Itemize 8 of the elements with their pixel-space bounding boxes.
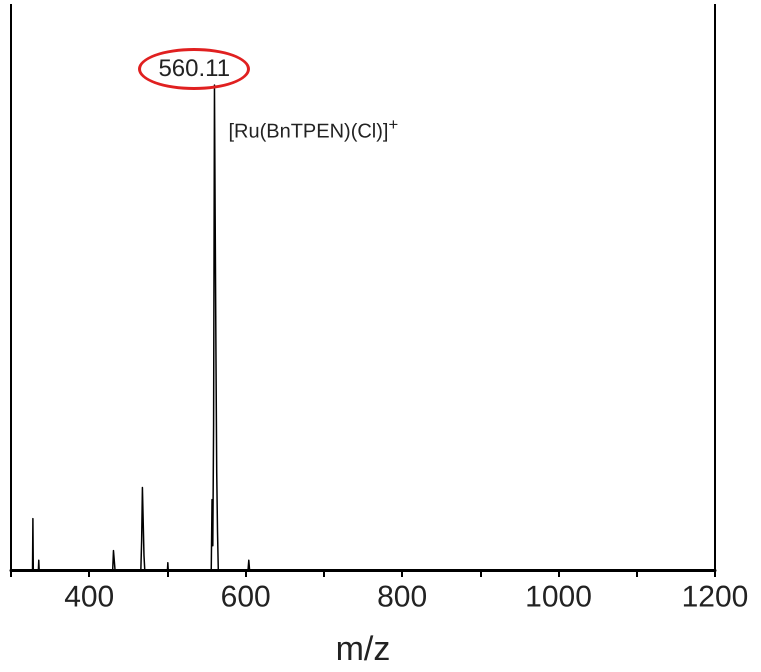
x-tick-label: 400 [64,580,114,614]
x-tick-label: 800 [377,580,428,614]
annotation: [Ru(BnTPEN)(Cl)]$^{+}$ [228,115,398,144]
annotation: 560.11 [158,55,230,83]
x-tick-label: 1000 [525,580,592,614]
x-tick-label: 600 [220,580,271,614]
x-axis-title: m/z [336,630,390,668]
x-tick-label: 1200 [682,580,748,614]
